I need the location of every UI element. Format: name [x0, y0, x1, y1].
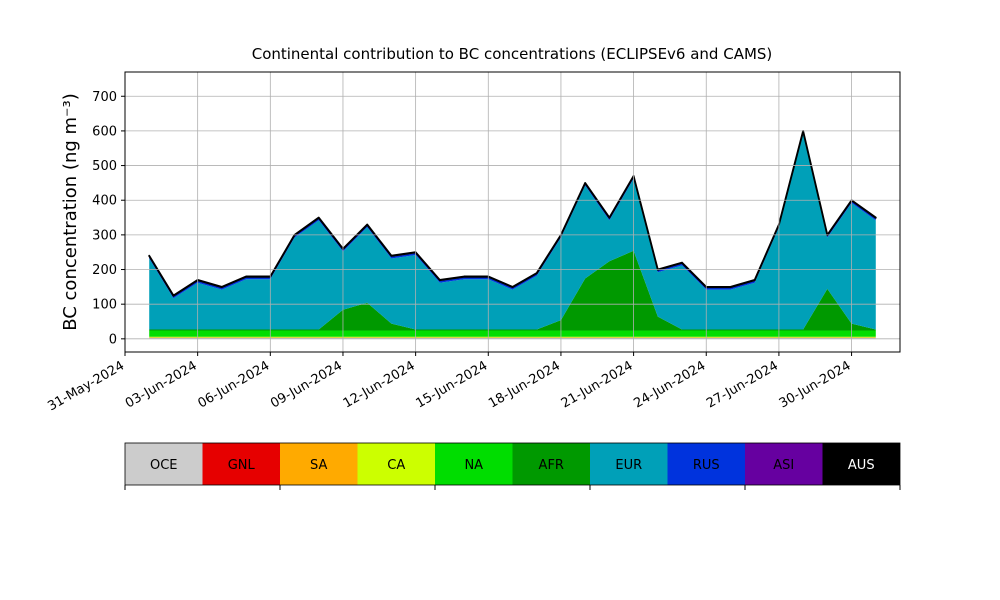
legend-swatch [590, 443, 668, 485]
x-tick-label: 30-Jun-2024 [777, 358, 854, 411]
y-tick-label: 300 [92, 228, 117, 243]
x-tick-label: 03-Jun-2024 [123, 358, 200, 411]
legend-label: AUS [848, 458, 875, 473]
legend-label: RUS [693, 458, 720, 473]
legend-swatch [745, 443, 823, 485]
legend-swatch [512, 443, 590, 485]
legend-swatch [357, 443, 435, 485]
legend-swatch [435, 443, 513, 485]
x-tick-label: 21-Jun-2024 [559, 358, 636, 411]
x-tick-label: 15-Jun-2024 [413, 358, 490, 411]
legend-swatch [280, 443, 358, 485]
chart-title: Continental contribution to BC concentra… [252, 45, 773, 63]
legend-label: AFR [539, 458, 564, 473]
legend-label: OCE [150, 458, 178, 473]
y-tick-label: 100 [92, 298, 117, 313]
legend-swatch [202, 443, 280, 485]
y-tick-label: 400 [92, 194, 117, 209]
y-tick-label: 700 [92, 90, 117, 105]
plot-frame [124, 71, 901, 353]
legend-swatch [822, 443, 900, 485]
y-tick-label: 500 [92, 159, 117, 174]
x-tick-label: 27-Jun-2024 [704, 358, 781, 411]
x-tick-label: 31-May-2024 [45, 358, 127, 414]
legend-swatch [125, 443, 203, 485]
y-tick-label: 600 [92, 124, 117, 139]
x-tick-label: 24-Jun-2024 [631, 358, 708, 411]
legend-label: GNL [228, 458, 256, 473]
legend-swatch [667, 443, 745, 485]
legend-label: SA [310, 458, 327, 473]
area [149, 133, 876, 330]
x-tick-label: 06-Jun-2024 [195, 358, 272, 411]
area [149, 336, 876, 338]
legend-label: NA [464, 458, 483, 473]
x-tick-label: 09-Jun-2024 [268, 358, 345, 411]
y-tick-label: 200 [92, 263, 117, 278]
y-tick-label: 0 [109, 332, 117, 347]
x-tick-label: 12-Jun-2024 [341, 358, 418, 411]
area [149, 330, 876, 337]
legend-label: EUR [615, 458, 642, 473]
legend-label: CA [387, 458, 405, 473]
x-tick-label: 18-Jun-2024 [486, 358, 563, 411]
legend-frame [124, 442, 901, 486]
legend-label: ASI [773, 458, 794, 473]
y-axis-label: BC concentration (ng m⁻³) [60, 93, 81, 331]
